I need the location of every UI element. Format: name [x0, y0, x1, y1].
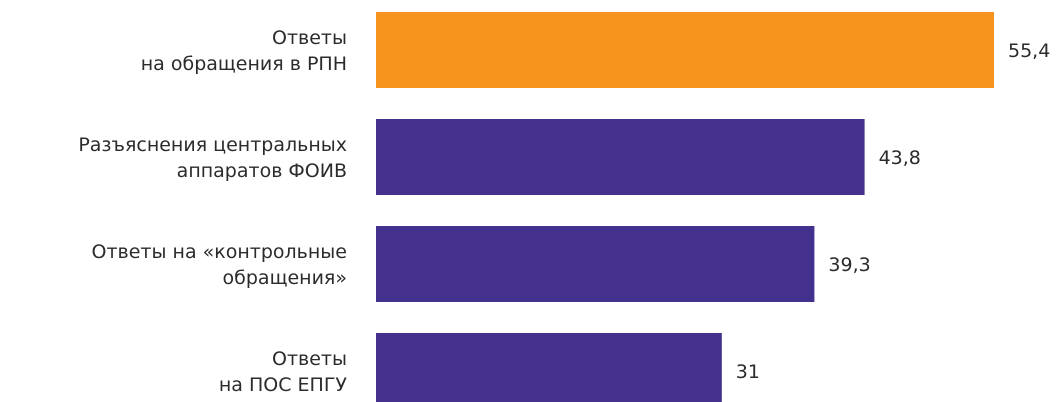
category-labels: Ответы на обращения в РПН Разъяснения цент… [78, 27, 347, 396]
bars [376, 12, 994, 402]
category-label-1-line-1: Ответы [272, 27, 347, 49]
category-label-1-line-2: на обращения в РПН [141, 53, 347, 75]
category-label-4-line-2: на ПОС ЕПГУ [219, 374, 348, 396]
value-label-3: 39,3 [828, 254, 870, 276]
bar-1 [376, 12, 994, 88]
category-label-4-line-1: Ответы [272, 348, 347, 370]
category-label-3-line-2: обращения» [223, 267, 347, 289]
category-label-2-line-2: аппаратов ФОИВ [177, 160, 347, 182]
value-label-4: 31 [736, 361, 760, 383]
value-label-1: 55,4 [1008, 40, 1050, 62]
value-label-2: 43,8 [879, 147, 921, 169]
bar-2 [376, 119, 865, 195]
bar-3 [376, 226, 815, 302]
category-label-2-line-1: Разъяснения центральных [78, 134, 347, 156]
category-label-3-line-1: Ответы на «контрольные [92, 241, 347, 263]
bar-4 [376, 333, 722, 402]
value-labels: 55,4 43,8 39,3 31 [736, 40, 1051, 383]
